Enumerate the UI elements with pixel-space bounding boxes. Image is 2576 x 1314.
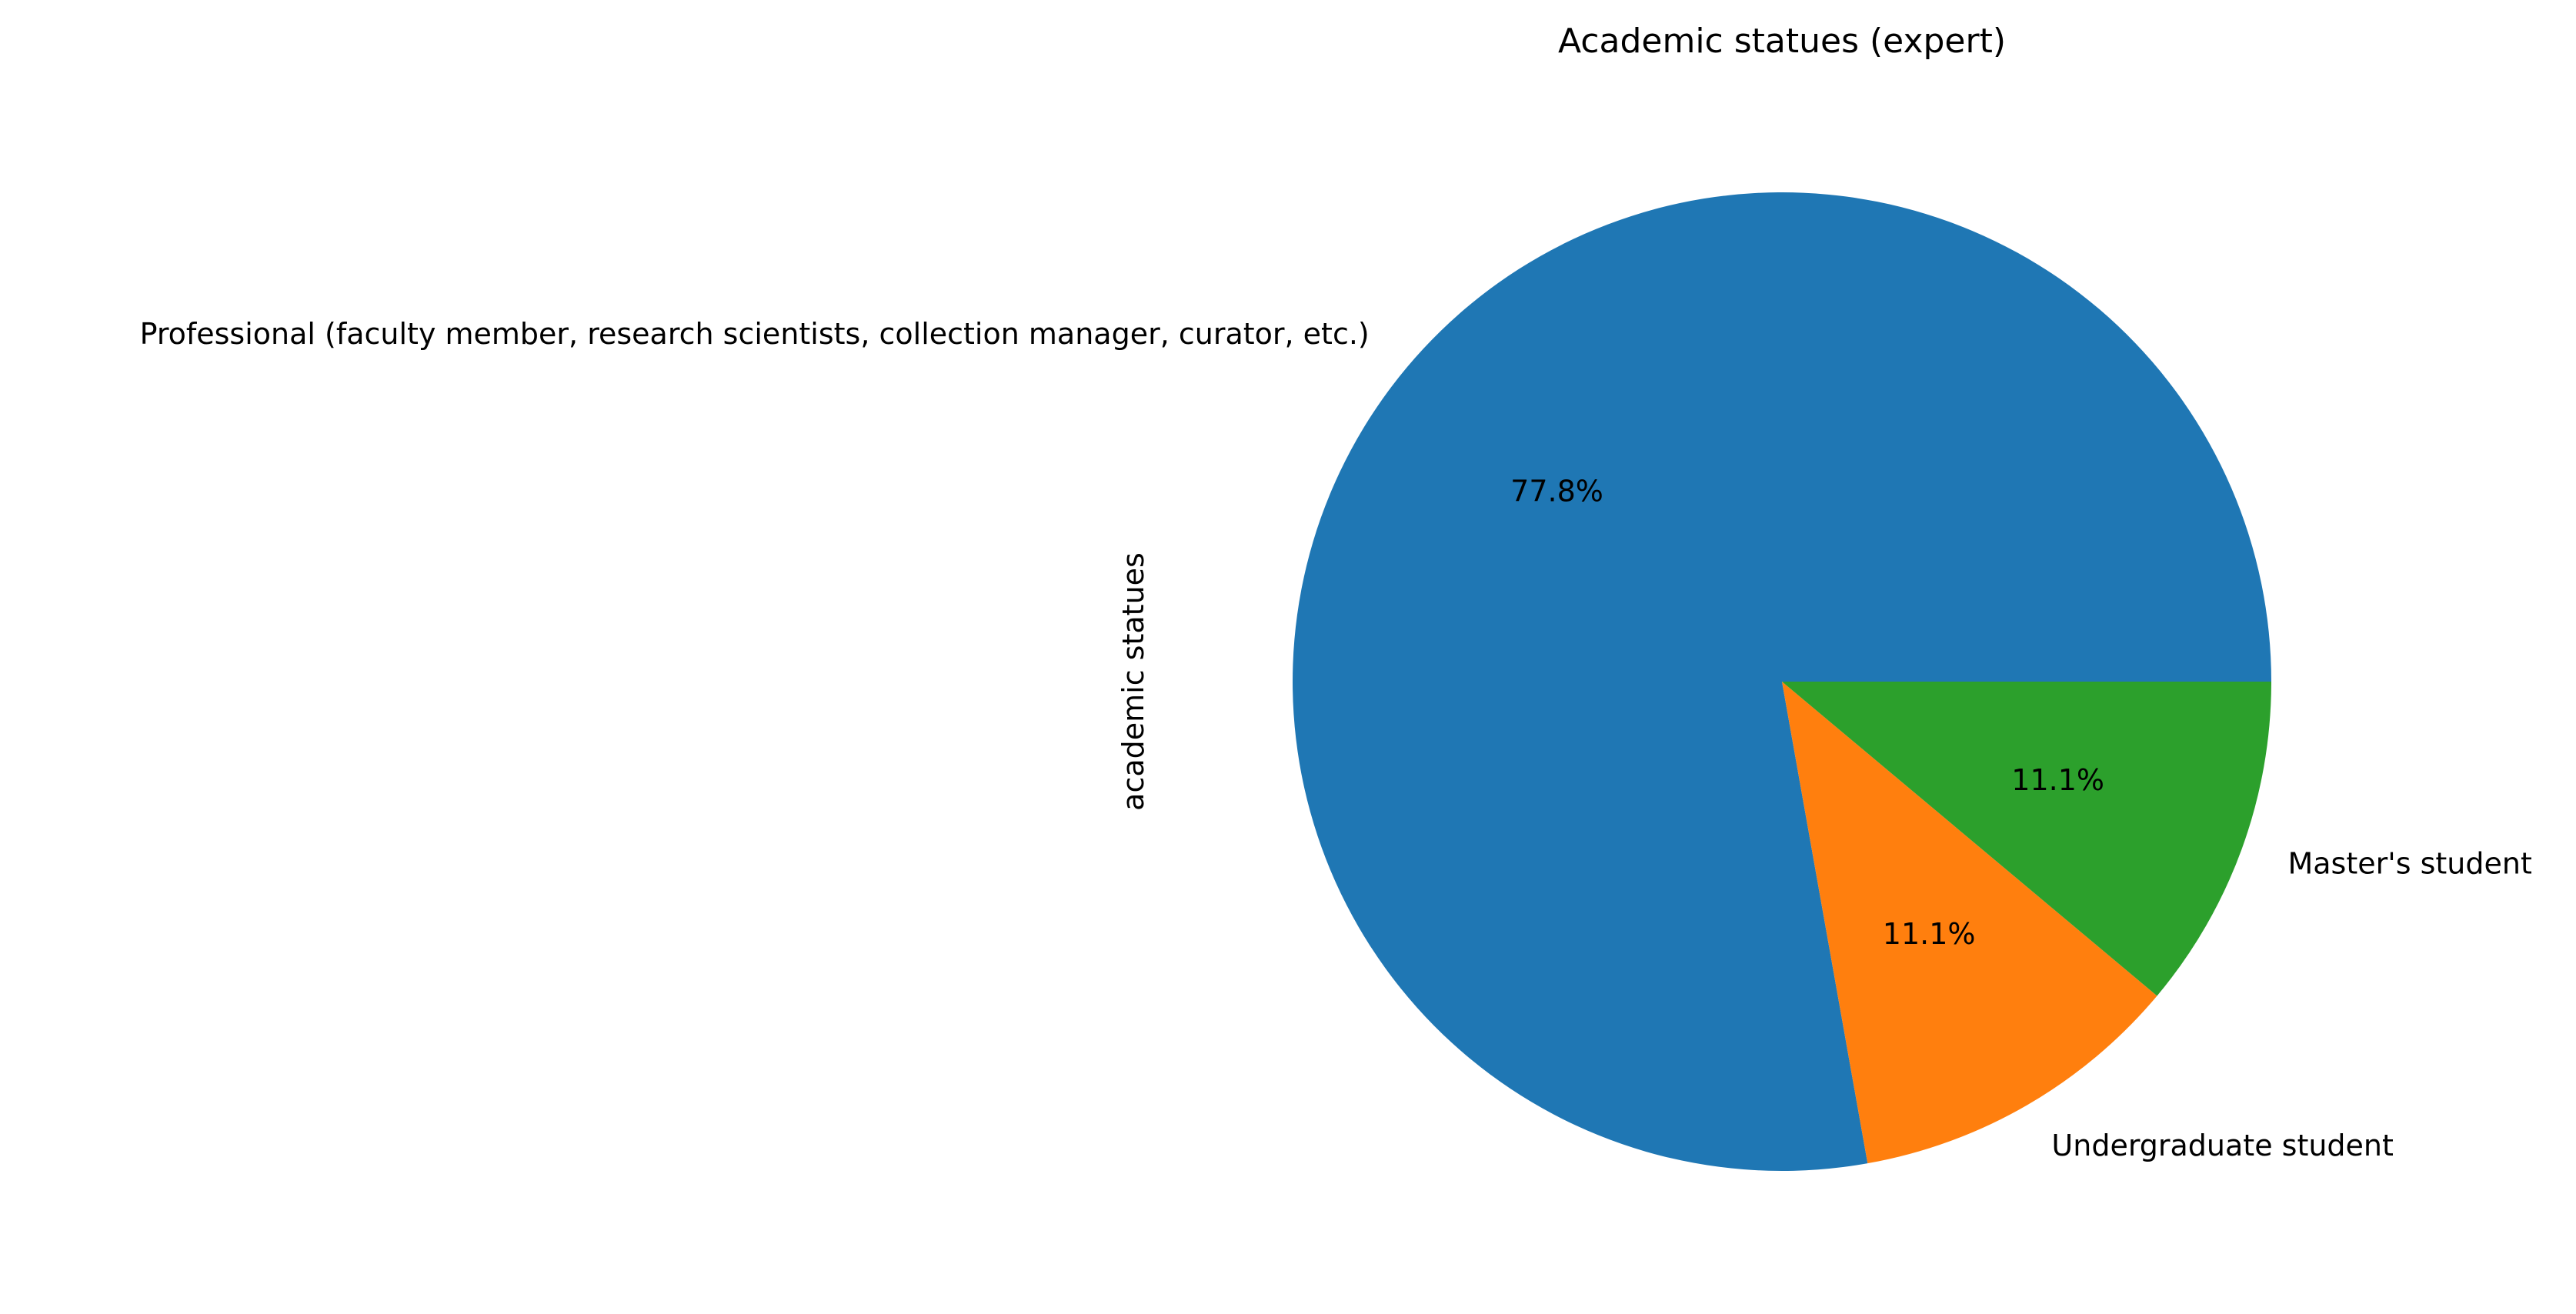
pie-labels: Professional (faculty member, research s… [140, 317, 2532, 1162]
pie-slice-1 [1782, 682, 2157, 1164]
slice-label-2: Master's student [2287, 847, 2531, 881]
chart-title: Academic statues (expert) [1558, 22, 2006, 61]
y-axis-label: academic statues [1116, 552, 1150, 811]
pie-slice-2 [1782, 682, 2271, 996]
slice-percent-0: 77.8% [1510, 474, 1603, 508]
pie-slices [1292, 192, 2271, 1171]
slice-label-1: Undergraduate student [2051, 1129, 2394, 1162]
slice-label-0: Professional (faculty member, research s… [140, 317, 1370, 351]
slice-percent-1: 11.1% [1883, 917, 1976, 951]
pie-slice-0 [1292, 192, 2271, 1171]
slice-percent-2: 11.1% [2011, 763, 2104, 797]
